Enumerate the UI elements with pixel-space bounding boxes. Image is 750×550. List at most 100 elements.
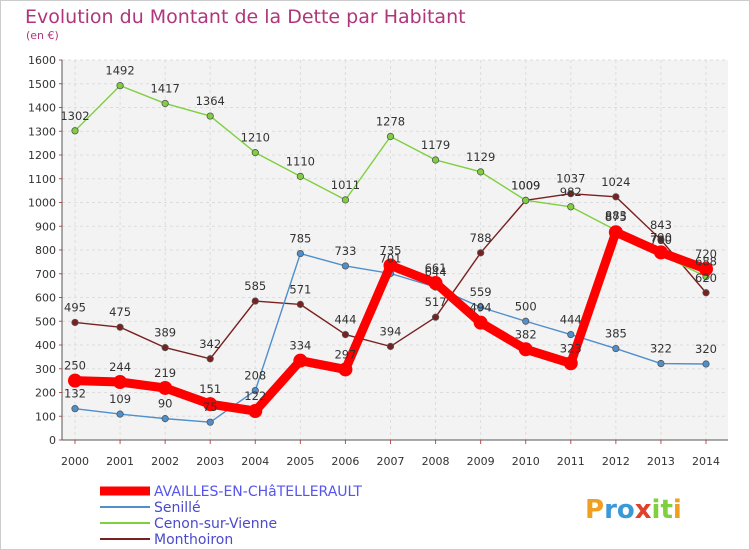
data-label-3: 517 — [425, 295, 447, 309]
data-label-1: 109 — [109, 392, 131, 406]
series-point-2 — [341, 196, 350, 204]
x-tick-label: 2011 — [557, 455, 585, 468]
series-point-0 — [248, 404, 263, 419]
data-label-3: 475 — [109, 305, 131, 319]
data-label-3: 389 — [154, 326, 176, 340]
series-point-3 — [71, 318, 79, 327]
data-label-1: 75 — [203, 400, 218, 414]
chart-title: Evolution du Montant de la Dette par Hab… — [25, 6, 466, 28]
series-point-3 — [612, 193, 620, 201]
x-tick-label: 2007 — [377, 455, 405, 468]
x-tick-label: 2006 — [331, 455, 359, 468]
y-tick-label: 1300 — [28, 125, 56, 138]
series-point-2 — [251, 149, 259, 157]
y-tick-label: 300 — [35, 363, 56, 376]
data-label-3: 1024 — [601, 175, 630, 189]
series-point-1 — [612, 344, 620, 353]
series-point-0 — [473, 315, 488, 330]
data-label-2: 1009 — [511, 178, 540, 192]
series-point-3 — [251, 297, 259, 305]
data-label-3: 585 — [244, 279, 266, 293]
data-label-1: 559 — [470, 285, 492, 299]
x-tick-label: 2005 — [286, 455, 314, 468]
gridlines — [62, 59, 728, 441]
data-label-1: 644 — [425, 265, 447, 279]
y-tick-label: 900 — [35, 220, 56, 233]
x-tick-label: 2003 — [196, 455, 224, 468]
data-label-3: 1009 — [511, 178, 540, 192]
y-tick-label: 0 — [49, 434, 56, 447]
data-label-0: 875 — [605, 210, 627, 224]
series-point-1 — [206, 418, 214, 426]
series-point-1 — [477, 303, 485, 311]
data-label-0: 494 — [470, 301, 492, 315]
data-label-2: 1129 — [466, 150, 495, 164]
series-point-2 — [206, 112, 214, 120]
axes: 0 100 200 300 400 500 600 700 800 900 1000 1100 1200… — [28, 54, 728, 468]
series-point-3 — [431, 313, 440, 321]
chart-subtitle: (en €) — [26, 29, 59, 42]
data-label-3: 620 — [695, 271, 717, 285]
series-point-1 — [702, 360, 710, 368]
logo-letter-i: i — [652, 495, 661, 525]
logo-letter-p: P — [585, 495, 604, 525]
data-label-1: 320 — [695, 342, 717, 356]
data-label-2: 1492 — [105, 64, 134, 78]
series-point-1 — [296, 249, 304, 258]
data-label-0: 151 — [199, 382, 221, 396]
data-label-2: 1210 — [241, 131, 270, 145]
x-tick-label: 2000 — [61, 455, 89, 468]
data-label-2: 982 — [560, 185, 582, 199]
data-label-2: 883 — [605, 208, 627, 222]
series-point-0 — [338, 362, 353, 377]
series-point-0 — [68, 373, 82, 388]
series-point-3 — [341, 330, 350, 339]
data-label-0: 250 — [64, 359, 86, 373]
series-point-3 — [296, 300, 304, 308]
series-point-1 — [657, 359, 665, 368]
data-label-3: 843 — [650, 218, 672, 232]
series-point-0 — [293, 353, 308, 368]
data-label-2: 1364 — [196, 94, 225, 108]
y-tick-label: 400 — [35, 339, 56, 352]
y-tick-label: 800 — [35, 244, 56, 257]
series-point-2 — [71, 127, 79, 135]
y-tick-label: 1200 — [28, 149, 56, 162]
x-tick-label: 2010 — [512, 455, 540, 468]
data-label-0: 382 — [515, 327, 537, 341]
data-labels: 250 244 219 151 122 334 297 735 661 494 382 323 875 7… — [60, 64, 717, 415]
series-point-2 — [567, 203, 575, 211]
legend-label-0: AVAILLES-EN-CHâTELLERAULT — [154, 484, 362, 500]
series-point-1 — [71, 405, 79, 413]
data-label-0: 720 — [695, 247, 717, 261]
y-tick-label: 1000 — [28, 197, 56, 210]
y-tick-label: 1500 — [28, 78, 56, 91]
data-label-1: 385 — [605, 327, 627, 341]
logo-text: Proxiti — [585, 495, 682, 525]
data-label-3: 571 — [289, 282, 311, 296]
series-point-1 — [251, 386, 259, 395]
series-point-0 — [563, 356, 578, 371]
series-point-1 — [522, 317, 530, 325]
data-label-3: 342 — [199, 337, 221, 351]
x-tick-label: 2004 — [241, 455, 269, 468]
data-label-2: 1011 — [331, 178, 360, 192]
series-point-1 — [116, 410, 124, 418]
series-point-0 — [158, 380, 173, 395]
series-point-3 — [657, 236, 665, 244]
data-label-2: 1278 — [376, 114, 405, 128]
data-label-0: 244 — [109, 360, 131, 374]
logo-letter-i2: i — [673, 495, 682, 525]
data-label-0: 661 — [425, 261, 447, 275]
data-label-2: 1110 — [286, 154, 315, 168]
series-point-3 — [567, 190, 575, 198]
series-point-1 — [567, 330, 575, 339]
series-point-0 — [518, 342, 533, 357]
data-label-0: 334 — [289, 339, 311, 353]
series-point-2 — [522, 196, 530, 204]
data-label-0: 122 — [244, 389, 266, 403]
y-tick-label: 1100 — [28, 173, 56, 186]
y-tick-label: 1400 — [28, 102, 56, 115]
series-point-3 — [116, 323, 124, 331]
data-label-2: 1417 — [151, 81, 180, 95]
